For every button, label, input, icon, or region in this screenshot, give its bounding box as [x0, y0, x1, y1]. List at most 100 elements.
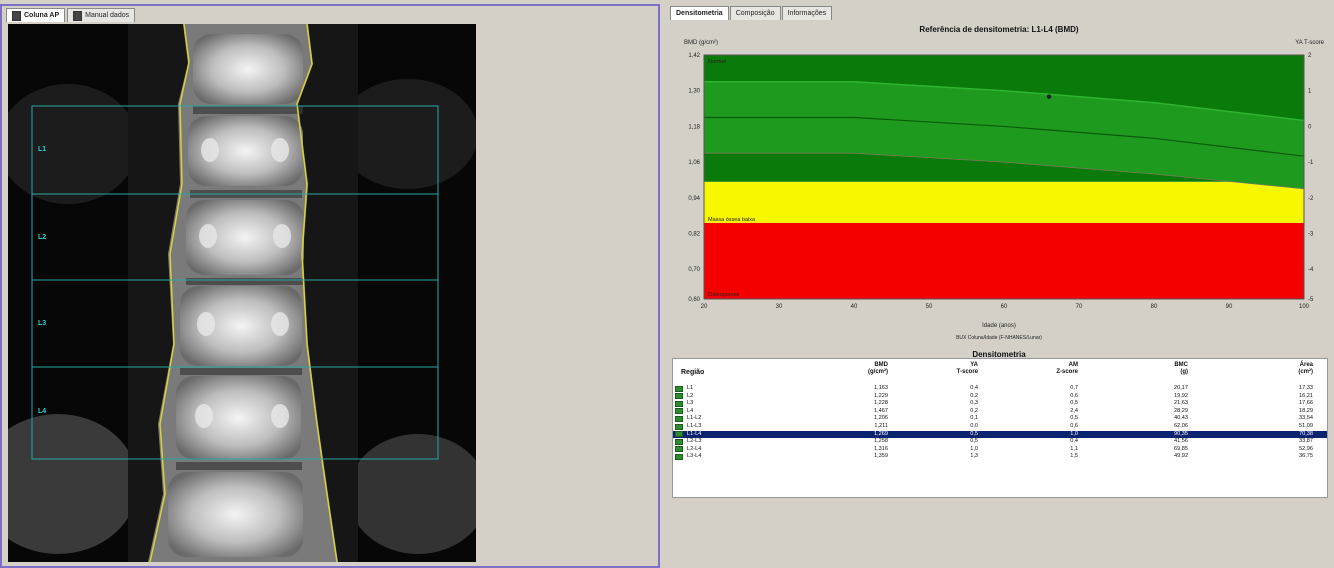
cell-bmd: 1,316 [874, 445, 888, 452]
region-checkbox-icon[interactable] [675, 438, 683, 445]
cell-area: 17,33 [1299, 385, 1313, 391]
scan-tabs: Coluna AP Manual dados [6, 8, 136, 22]
chart-title: Referência de densitometria: L1-L4 (BMD) [919, 25, 1079, 34]
cell-area: 70,38 [1299, 430, 1313, 437]
roi-label-l4: L4 [38, 408, 47, 415]
roi-label-l3: L3 [38, 320, 47, 327]
spine-scan-svg [8, 24, 476, 562]
y2-tick-label: -2 [1308, 196, 1314, 202]
table-row[interactable]: L2-L3 1,258 0,5 0,4 41,56 33,87 [673, 438, 1327, 445]
table-row[interactable]: L4 1,467 0,2 2,4 28,29 18,29 [673, 408, 1327, 415]
cell-bmc: 20,17 [1174, 385, 1188, 391]
image-icon [12, 10, 21, 21]
cell-area: 51,09 [1299, 423, 1313, 429]
column-header[interactable]: Área (cm²) [1188, 362, 1313, 376]
column-header[interactable]: BMC (g) [1078, 362, 1188, 376]
cell-z: 0,4 [1070, 438, 1078, 445]
cell-region: L1-L2 [687, 415, 702, 422]
cell-bmc: 49,92 [1174, 453, 1188, 460]
cell-t: 0,5 [970, 430, 978, 437]
region-checkbox-icon[interactable] [675, 453, 683, 460]
tab-coluna-ap[interactable]: Coluna AP [6, 8, 66, 22]
region-checkbox-icon[interactable] [675, 385, 683, 392]
table-row[interactable]: L1-L3 1,211 0,0 0,6 62,06 51,09 [673, 423, 1327, 430]
cell-region: L1 [687, 385, 694, 391]
source-note: BUX Coluna/Idade (F-NHANES/Lunar) [956, 335, 1042, 341]
tab-composicao[interactable]: Composição [729, 6, 781, 20]
cell-region: L2-L3 [687, 438, 702, 445]
x-tick-label: 20 [701, 304, 708, 310]
y2-tick-label: -1 [1308, 160, 1314, 166]
header-line1: Região [681, 369, 705, 376]
y-tick-label: 1,42 [688, 53, 700, 59]
x-tick-label: 70 [1076, 304, 1083, 310]
table-row[interactable]: L2 1,229 0,2 0,6 19,92 16,21 [673, 393, 1327, 400]
tab-manual-dados[interactable]: Manual dados [67, 8, 136, 22]
cell-area: 52,96 [1299, 445, 1313, 452]
y2-tick-label: -4 [1308, 267, 1314, 273]
table-row[interactable]: L1-L2 1,206 0,1 0,5 40,43 33,54 [673, 415, 1327, 422]
column-header[interactable]: BMD (g/cm²) [813, 362, 888, 376]
y2-axis-label-text: YA T-score [1295, 40, 1324, 46]
cell-region: L3-L4 [687, 453, 702, 460]
cell-t: 0,2 [970, 392, 978, 399]
region-checkbox-icon[interactable] [675, 415, 683, 422]
table-row[interactable]: L3 1,228 0,3 0,5 21,63 17,66 [673, 400, 1327, 407]
cell-bmd: 1,228 [874, 400, 888, 407]
region-checkbox-icon[interactable] [675, 393, 683, 400]
plot-border [703, 54, 1305, 300]
cell-bmc: 62,06 [1174, 423, 1188, 429]
tab-label: Manual dados [85, 11, 130, 19]
y2-tick-label: 1 [1308, 89, 1312, 95]
cell-t: 0,5 [970, 438, 978, 445]
scan-pane: Coluna AP Manual dados [0, 0, 662, 568]
cell-z: 1,1 [1070, 445, 1078, 452]
header-line2: Z-score [1056, 369, 1078, 375]
table-header: Região BMD (g/cm²) YA T-score AM Z-score BMC (g)… [673, 359, 1327, 385]
column-header[interactable]: AM Z-score [978, 362, 1078, 376]
y-axis-label: BMD (g/cm²) [684, 40, 718, 46]
edit-icon [73, 10, 83, 21]
table-row[interactable]: L2-L4 1,316 1,0 1,1 69,85 52,96 [673, 446, 1327, 453]
column-header[interactable]: YA T-score [888, 362, 978, 376]
cell-bmc: 41,56 [1174, 438, 1188, 445]
region-checkbox-icon[interactable] [675, 431, 683, 438]
x-tick-label: 90 [1226, 304, 1233, 310]
zone-label-normal: Normal [708, 59, 726, 65]
spine-scan-image[interactable]: L1 L2 L3 L4 [8, 24, 476, 562]
column-header[interactable]: Região [681, 369, 751, 376]
cell-t: 1,3 [970, 453, 978, 460]
tab-densitometria[interactable]: Densitometria [670, 6, 729, 20]
header-line2: (g/cm²) [868, 369, 888, 375]
results-pane: Densitometria Composição Informações Ref… [664, 0, 1334, 568]
cell-z: 0,5 [1070, 400, 1078, 407]
y-tick-label: 1,30 [688, 89, 700, 95]
cell-region: L4 [687, 407, 694, 414]
reference-chart[interactable]: 20 30 40 50 60 70 80 90 1000,600,700,820,941,061… [664, 0, 1334, 320]
region-checkbox-icon[interactable] [675, 423, 683, 430]
cell-bmd: 1,211 [874, 423, 888, 429]
cell-t: 0,1 [970, 415, 978, 422]
table-row[interactable]: L1-L4 1,269 0,5 1,0 90,35 70,38 [673, 430, 1327, 438]
tab-informacoes[interactable]: Informações [781, 6, 833, 20]
x-tick-label: 60 [1001, 304, 1008, 310]
cell-bmc: 69,85 [1174, 445, 1188, 452]
table-row[interactable]: L1 1,163 0,4 0,7 20,17 17,33 [673, 385, 1327, 392]
cell-area: 16,21 [1299, 392, 1313, 399]
cell-bmd: 1,467 [874, 407, 888, 414]
cell-z: 1,5 [1070, 453, 1078, 460]
cell-bmd: 1,229 [874, 392, 888, 399]
zone-massa-ossea-baixa [704, 181, 1304, 223]
region-checkbox-icon[interactable] [675, 400, 683, 407]
cell-bmc: 28,29 [1174, 407, 1188, 414]
table-row[interactable]: L3-L4 1,359 1,3 1,5 49,92 36,75 [673, 453, 1327, 460]
cell-bmd: 1,269 [874, 430, 888, 437]
cell-z: 0,6 [1070, 423, 1078, 429]
cell-z: 0,7 [1070, 385, 1078, 391]
cell-area: 33,87 [1299, 438, 1313, 445]
region-checkbox-icon[interactable] [675, 446, 683, 453]
y-tick-label: 1,06 [688, 160, 700, 166]
cell-t: 0,3 [970, 400, 978, 407]
region-checkbox-icon[interactable] [675, 408, 683, 415]
y2-tick-label: -5 [1308, 297, 1314, 303]
